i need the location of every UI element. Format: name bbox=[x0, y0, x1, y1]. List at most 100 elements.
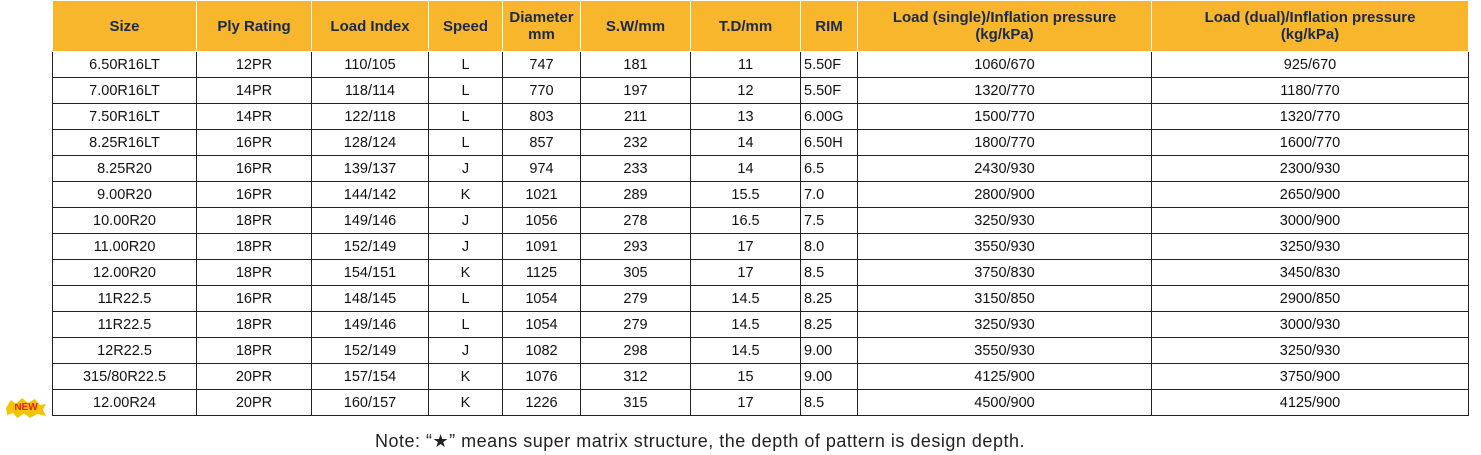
table-cell: K bbox=[428, 259, 503, 286]
table-cell: K bbox=[428, 181, 503, 208]
table-cell: L bbox=[428, 103, 503, 130]
table-cell: 312 bbox=[580, 363, 691, 390]
table-cell: 148/145 bbox=[311, 285, 429, 312]
table-cell: 3750/900 bbox=[1151, 363, 1469, 390]
table-cell: 6.50H bbox=[800, 129, 858, 156]
table-cell: 128/124 bbox=[311, 129, 429, 156]
table-cell: 16PR bbox=[196, 155, 312, 182]
header-cell: Load Index bbox=[311, 0, 429, 52]
table-row: 315/80R22.5 20PR 157/154 K 1076 312 15 9.00 4125… bbox=[52, 363, 1469, 390]
table-cell: 1021 bbox=[502, 181, 581, 208]
table-cell: 160/157 bbox=[311, 389, 429, 416]
table-cell: L bbox=[428, 285, 503, 312]
table-cell: 12R22.5 bbox=[52, 337, 197, 364]
table-cell: 8.0 bbox=[800, 233, 858, 260]
table-cell: 3550/930 bbox=[857, 337, 1152, 364]
table-row: 11R22.5 18PR 149/146 L 1054 279 14.5 8.25 3250/9… bbox=[52, 311, 1469, 338]
table-cell: 1091 bbox=[502, 233, 581, 260]
table-cell: 12PR bbox=[196, 51, 312, 78]
table-cell: 3250/930 bbox=[1151, 233, 1469, 260]
table-row: 12.00R24 20PR 160/157 K 1226 315 17 8.5 4500/900… bbox=[52, 389, 1469, 416]
note: Note: “★” means super matrix structure, … bbox=[375, 431, 1025, 451]
table-cell: 8.5 bbox=[800, 259, 858, 286]
table-cell: 149/146 bbox=[311, 311, 429, 338]
table-cell: 18PR bbox=[196, 337, 312, 364]
table-cell: 18PR bbox=[196, 259, 312, 286]
table-cell: 11.00R20 bbox=[52, 233, 197, 260]
table-row: 8.25R20 16PR 139/137 J 974 233 14 6.5 2430/930 23… bbox=[52, 155, 1469, 182]
table-cell: 2430/930 bbox=[857, 155, 1152, 182]
table-cell: 1320/770 bbox=[857, 77, 1152, 104]
table-cell: 233 bbox=[580, 155, 691, 182]
table-cell: 18PR bbox=[196, 233, 312, 260]
table-cell: 9.00 bbox=[800, 337, 858, 364]
table-cell: 11R22.5 bbox=[52, 285, 197, 312]
table-cell: 18PR bbox=[196, 207, 312, 234]
table-cell: 118/114 bbox=[311, 77, 429, 104]
table-cell: 1320/770 bbox=[1151, 103, 1469, 130]
table-cell: 8.5 bbox=[800, 389, 858, 416]
table-cell: 122/118 bbox=[311, 103, 429, 130]
header-cell: Load (single)/Inflation pressure (kg/kPa… bbox=[857, 0, 1152, 52]
table-cell: 16PR bbox=[196, 285, 312, 312]
table-cell: 8.25R20 bbox=[52, 155, 197, 182]
table-cell: 14.5 bbox=[690, 285, 801, 312]
table-cell: 305 bbox=[580, 259, 691, 286]
table-cell: 152/149 bbox=[311, 233, 429, 260]
table-cell: 298 bbox=[580, 337, 691, 364]
table-cell: 747 bbox=[502, 51, 581, 78]
table-cell: 211 bbox=[580, 103, 691, 130]
table-cell: 1054 bbox=[502, 285, 581, 312]
table-cell: 293 bbox=[580, 233, 691, 260]
table-cell: 15.5 bbox=[690, 181, 801, 208]
table-cell: 1800/770 bbox=[857, 129, 1152, 156]
table-cell: 14 bbox=[690, 155, 801, 182]
table-row: 7.50R16LT 14PR 122/118 L 803 211 13 6.00G 1500/7… bbox=[52, 103, 1469, 130]
table-cell: 1056 bbox=[502, 207, 581, 234]
table-cell: 1180/770 bbox=[1151, 77, 1469, 104]
table-cell: 315 bbox=[580, 389, 691, 416]
table-cell: 1054 bbox=[502, 311, 581, 338]
table-cell: 20PR bbox=[196, 389, 312, 416]
table-cell: K bbox=[428, 389, 503, 416]
table-cell: J bbox=[428, 207, 503, 234]
table-cell: 3450/830 bbox=[1151, 259, 1469, 286]
table-cell: 14PR bbox=[196, 103, 312, 130]
table-cell: 7.00R16LT bbox=[52, 77, 197, 104]
table-cell: 2900/850 bbox=[1151, 285, 1469, 312]
table-cell: K bbox=[428, 363, 503, 390]
table-row: 8.25R16LT 16PR 128/124 L 857 232 14 6.50H 1800/7… bbox=[52, 129, 1469, 156]
header-cell: Ply Rating bbox=[196, 0, 312, 52]
header-cell: RIM bbox=[800, 0, 858, 52]
table-cell: 315/80R22.5 bbox=[52, 363, 197, 390]
table-cell: 1226 bbox=[502, 389, 581, 416]
table-cell: 16PR bbox=[196, 129, 312, 156]
table-cell: 11R22.5 bbox=[52, 311, 197, 338]
table-cell: 5.50F bbox=[800, 77, 858, 104]
table-cell: 18PR bbox=[196, 311, 312, 338]
table-cell: 279 bbox=[580, 285, 691, 312]
table-cell: 12 bbox=[690, 77, 801, 104]
table-cell: 14 bbox=[690, 129, 801, 156]
table-cell: 3000/930 bbox=[1151, 311, 1469, 338]
table-cell: 278 bbox=[580, 207, 691, 234]
table-cell: 14.5 bbox=[690, 311, 801, 338]
table-cell: 6.50R16LT bbox=[52, 51, 197, 78]
table-cell: 279 bbox=[580, 311, 691, 338]
table-row: 11.00R20 18PR 152/149 J 1091 293 17 8.0 3550/930… bbox=[52, 233, 1469, 260]
table-cell: 17 bbox=[690, 233, 801, 260]
table-cell: 110/105 bbox=[311, 51, 429, 78]
table-cell: 3150/850 bbox=[857, 285, 1152, 312]
table-cell: 139/137 bbox=[311, 155, 429, 182]
table-cell: 1500/770 bbox=[857, 103, 1152, 130]
table-cell: 149/146 bbox=[311, 207, 429, 234]
table-cell: 3550/930 bbox=[857, 233, 1152, 260]
table-cell: J bbox=[428, 337, 503, 364]
table-row: 6.50R16LT 12PR 110/105 L 747 181 11 5.50F 1060/6… bbox=[52, 51, 1469, 78]
table-cell: 3250/930 bbox=[1151, 337, 1469, 364]
table-cell: 197 bbox=[580, 77, 691, 104]
table-cell: 2800/900 bbox=[857, 181, 1152, 208]
table-cell: 4500/900 bbox=[857, 389, 1152, 416]
table-cell: 4125/900 bbox=[857, 363, 1152, 390]
